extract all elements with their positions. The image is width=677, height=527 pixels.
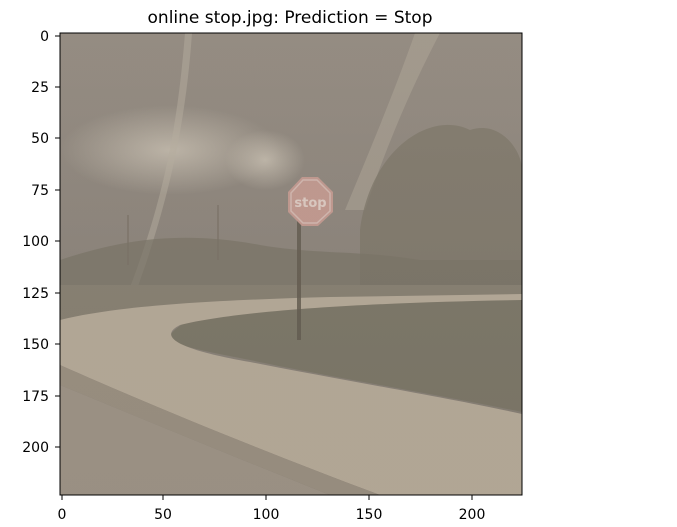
axes-frame [59, 32, 523, 496]
x-axis: 0 50 100 150 200 [58, 495, 486, 523]
y-tick-label: 125 [22, 286, 49, 302]
y-tick-label: 50 [31, 131, 49, 147]
y-tick-label: 100 [22, 234, 49, 250]
y-axis: 0 25 50 75 100 125 150 175 200 [22, 29, 60, 456]
y-tick-label: 175 [22, 389, 49, 405]
plot-title: online stop.jpg: Prediction = Stop [148, 8, 433, 28]
y-tick-label: 25 [31, 80, 49, 96]
photo: stop [60, 33, 522, 495]
y-tick-label: 150 [22, 337, 49, 353]
x-tick-label: 100 [253, 507, 280, 523]
x-tick-label: 150 [356, 507, 383, 523]
x-tick-label: 0 [58, 507, 67, 523]
x-tick-label: 50 [154, 507, 172, 523]
y-tick-label: 0 [40, 29, 49, 45]
y-tick-label: 75 [31, 183, 49, 199]
x-tick-label: 200 [459, 507, 486, 523]
y-tick-label: 200 [22, 440, 49, 456]
